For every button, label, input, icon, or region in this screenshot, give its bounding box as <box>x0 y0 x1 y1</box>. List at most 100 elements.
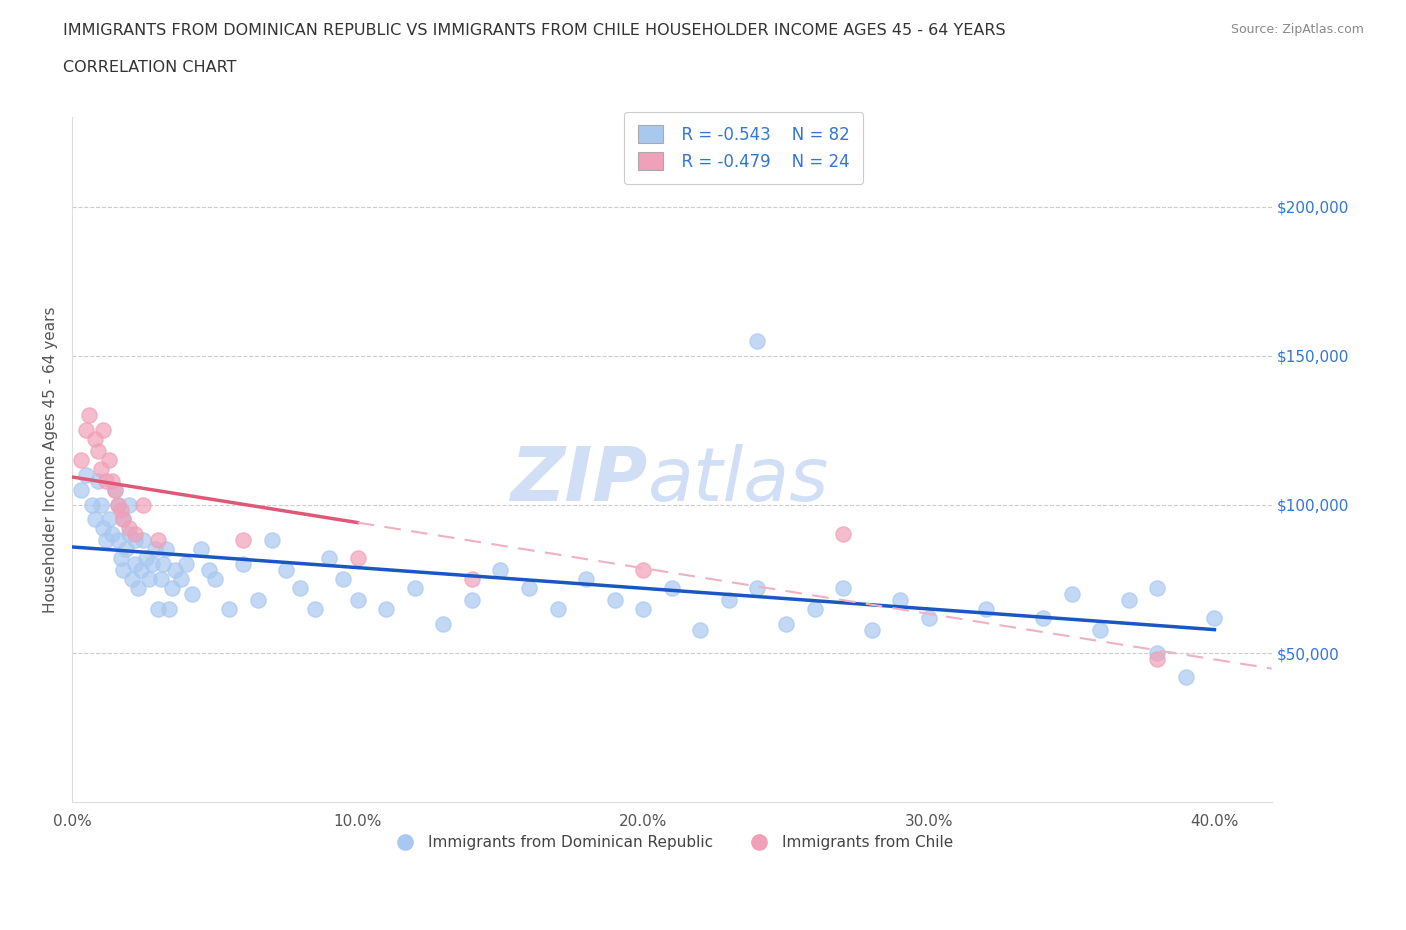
Point <box>1174 670 1197 684</box>
Point <box>318 551 340 565</box>
Point <box>775 617 797 631</box>
Point <box>889 592 911 607</box>
Point <box>112 512 135 527</box>
Point <box>375 602 398 617</box>
Point <box>110 503 132 518</box>
Y-axis label: Householder Income Ages 45 - 64 years: Householder Income Ages 45 - 64 years <box>44 307 58 613</box>
Point <box>75 467 97 482</box>
Point <box>75 422 97 437</box>
Point <box>276 563 298 578</box>
Point <box>631 602 654 617</box>
Text: CORRELATION CHART: CORRELATION CHART <box>63 60 236 75</box>
Point <box>155 542 177 557</box>
Point <box>1032 610 1054 625</box>
Point <box>149 572 172 587</box>
Point <box>832 527 855 542</box>
Point <box>346 592 368 607</box>
Point <box>83 432 105 446</box>
Point <box>631 563 654 578</box>
Text: ZIP: ZIP <box>510 444 648 517</box>
Point <box>232 557 254 572</box>
Point <box>69 482 91 497</box>
Point <box>86 444 108 458</box>
Point <box>86 473 108 488</box>
Point <box>115 542 138 557</box>
Point <box>689 622 711 637</box>
Point <box>104 482 127 497</box>
Point <box>132 533 155 548</box>
Point <box>101 527 124 542</box>
Point <box>603 592 626 607</box>
Point <box>332 572 354 587</box>
Point <box>129 563 152 578</box>
Point <box>110 551 132 565</box>
Point <box>1146 652 1168 667</box>
Point <box>146 533 169 548</box>
Point <box>83 512 105 527</box>
Point <box>157 602 180 617</box>
Point <box>517 580 540 595</box>
Point <box>112 512 135 527</box>
Point <box>246 592 269 607</box>
Point <box>118 527 141 542</box>
Point <box>107 497 129 512</box>
Point <box>98 452 121 467</box>
Text: IMMIGRANTS FROM DOMINICAN REPUBLIC VS IMMIGRANTS FROM CHILE HOUSEHOLDER INCOME A: IMMIGRANTS FROM DOMINICAN REPUBLIC VS IM… <box>63 23 1005 38</box>
Point <box>181 587 204 602</box>
Point <box>90 497 112 512</box>
Point <box>747 333 769 348</box>
Point <box>461 592 484 607</box>
Point <box>138 572 160 587</box>
Point <box>160 580 183 595</box>
Text: Source: ZipAtlas.com: Source: ZipAtlas.com <box>1230 23 1364 36</box>
Point <box>163 563 186 578</box>
Point <box>717 592 740 607</box>
Point <box>918 610 941 625</box>
Point <box>747 580 769 595</box>
Point <box>146 602 169 617</box>
Point <box>124 527 146 542</box>
Point <box>124 557 146 572</box>
Point <box>204 572 226 587</box>
Point <box>304 602 326 617</box>
Point <box>661 580 683 595</box>
Point <box>135 551 157 565</box>
Text: atlas: atlas <box>648 445 830 516</box>
Point <box>232 533 254 548</box>
Point <box>174 557 197 572</box>
Point <box>93 521 115 536</box>
Point <box>107 497 129 512</box>
Point <box>107 533 129 548</box>
Point <box>432 617 454 631</box>
Point <box>1146 580 1168 595</box>
Point <box>346 551 368 565</box>
Point <box>290 580 312 595</box>
Point <box>118 497 141 512</box>
Legend: Immigrants from Dominican Republic, Immigrants from Chile: Immigrants from Dominican Republic, Immi… <box>384 830 959 857</box>
Point <box>98 512 121 527</box>
Point <box>143 542 166 557</box>
Point <box>1118 592 1140 607</box>
Point <box>152 557 174 572</box>
Point <box>860 622 883 637</box>
Point <box>198 563 221 578</box>
Point <box>69 452 91 467</box>
Point <box>1146 646 1168 661</box>
Point <box>404 580 426 595</box>
Point <box>141 557 163 572</box>
Point <box>127 580 149 595</box>
Point <box>218 602 240 617</box>
Point <box>575 572 598 587</box>
Point <box>260 533 283 548</box>
Point <box>832 580 855 595</box>
Point <box>169 572 191 587</box>
Point <box>461 572 484 587</box>
Point <box>1204 610 1226 625</box>
Point <box>974 602 997 617</box>
Point <box>93 422 115 437</box>
Point <box>547 602 569 617</box>
Point <box>96 533 118 548</box>
Point <box>101 473 124 488</box>
Point <box>132 497 155 512</box>
Point <box>118 521 141 536</box>
